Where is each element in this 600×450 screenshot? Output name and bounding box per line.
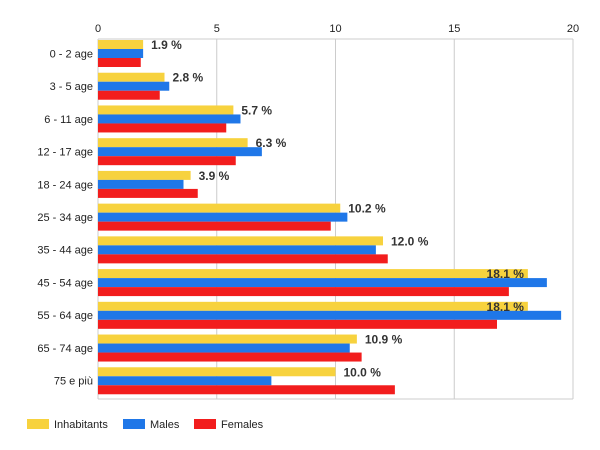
bar-males-5 — [98, 212, 348, 222]
data-label: 10.9 % — [365, 333, 403, 347]
bar-males-2 — [98, 114, 241, 124]
bar-inhabitants-1 — [98, 72, 165, 82]
y-category-label: 6 - 11 age — [44, 114, 93, 126]
y-category-label: 55 - 64 age — [37, 310, 93, 322]
legend-label-males: Males — [150, 419, 180, 431]
bars — [98, 40, 562, 395]
bar-females-3 — [98, 156, 236, 166]
data-label: 3.9 % — [199, 169, 230, 183]
bar-females-2 — [98, 123, 227, 133]
bar-inhabitants-5 — [98, 203, 341, 213]
axis-ticks: 0 5 10 15 20 — [95, 23, 579, 35]
y-category-label: 75 e più — [54, 376, 93, 388]
y-category-label: 65 - 74 age — [37, 343, 93, 355]
y-category-label: 35 - 44 age — [37, 245, 93, 257]
legend: Inhabitants Males Females — [27, 419, 264, 431]
x-tick-label: 5 — [214, 23, 220, 35]
bar-females-5 — [98, 221, 331, 231]
bar-inhabitants-10 — [98, 367, 336, 377]
bar-females-7 — [98, 287, 509, 297]
legend-swatch-inhabitants — [27, 419, 49, 429]
y-category-label: 3 - 5 age — [50, 81, 93, 93]
x-tick-label: 20 — [567, 23, 579, 35]
bar-inhabitants-8 — [98, 301, 528, 311]
bar-males-9 — [98, 343, 350, 353]
data-label: 6.3 % — [256, 136, 287, 150]
data-label: 10.0 % — [344, 365, 382, 379]
bar-inhabitants-4 — [98, 170, 191, 180]
bar-males-3 — [98, 147, 262, 157]
legend-label-females: Females — [221, 419, 264, 431]
bar-females-6 — [98, 254, 388, 264]
x-tick-label: 10 — [329, 23, 341, 35]
bar-females-8 — [98, 319, 497, 329]
data-label: 5.7 % — [241, 103, 272, 117]
legend-swatch-females — [194, 419, 216, 429]
y-category-label: 25 - 34 age — [37, 212, 93, 224]
y-category-label: 18 - 24 age — [37, 179, 93, 191]
bar-inhabitants-2 — [98, 105, 234, 115]
x-tick-label: 15 — [448, 23, 460, 35]
bar-inhabitants-0 — [98, 40, 144, 49]
bar-males-8 — [98, 310, 562, 320]
bar-females-9 — [98, 352, 362, 362]
bar-inhabitants-7 — [98, 269, 528, 279]
data-label: 2.8 % — [173, 71, 204, 85]
data-labels: 1.9 % 2.8 % 5.7 % 6.3 % 3.9 % 10.2 % 12.0 % 18.… — [151, 38, 524, 379]
x-tick-label: 0 — [95, 23, 101, 35]
bar-males-10 — [98, 376, 272, 386]
y-category-label: 45 - 54 age — [37, 277, 93, 289]
y-category-label: 0 - 2 age — [50, 48, 93, 60]
bar-females-1 — [98, 90, 160, 100]
y-category-label: 12 - 17 age — [37, 147, 93, 159]
data-label: 18.1 % — [487, 267, 525, 281]
bar-inhabitants-6 — [98, 236, 383, 246]
data-label: 10.2 % — [348, 202, 386, 216]
bar-inhabitants-9 — [98, 334, 357, 344]
data-label: 12.0 % — [391, 234, 429, 248]
bar-males-0 — [98, 49, 144, 58]
gridlines — [97, 38, 574, 400]
data-label: 18.1 % — [487, 300, 525, 314]
bar-males-6 — [98, 245, 376, 255]
legend-swatch-males — [123, 419, 145, 429]
bar-males-1 — [98, 81, 170, 91]
bar-inhabitants-3 — [98, 138, 248, 148]
bar-females-4 — [98, 188, 198, 198]
bar-females-0 — [98, 58, 141, 67]
category-labels: 0 - 2 age 3 - 5 age 6 - 11 age 12 - 17 age 1… — [37, 48, 93, 387]
bar-males-7 — [98, 278, 547, 288]
bar-males-4 — [98, 179, 184, 189]
data-label: 1.9 % — [151, 38, 182, 52]
bar-females-10 — [98, 385, 395, 395]
legend-label-inhabitants: Inhabitants — [54, 419, 108, 431]
